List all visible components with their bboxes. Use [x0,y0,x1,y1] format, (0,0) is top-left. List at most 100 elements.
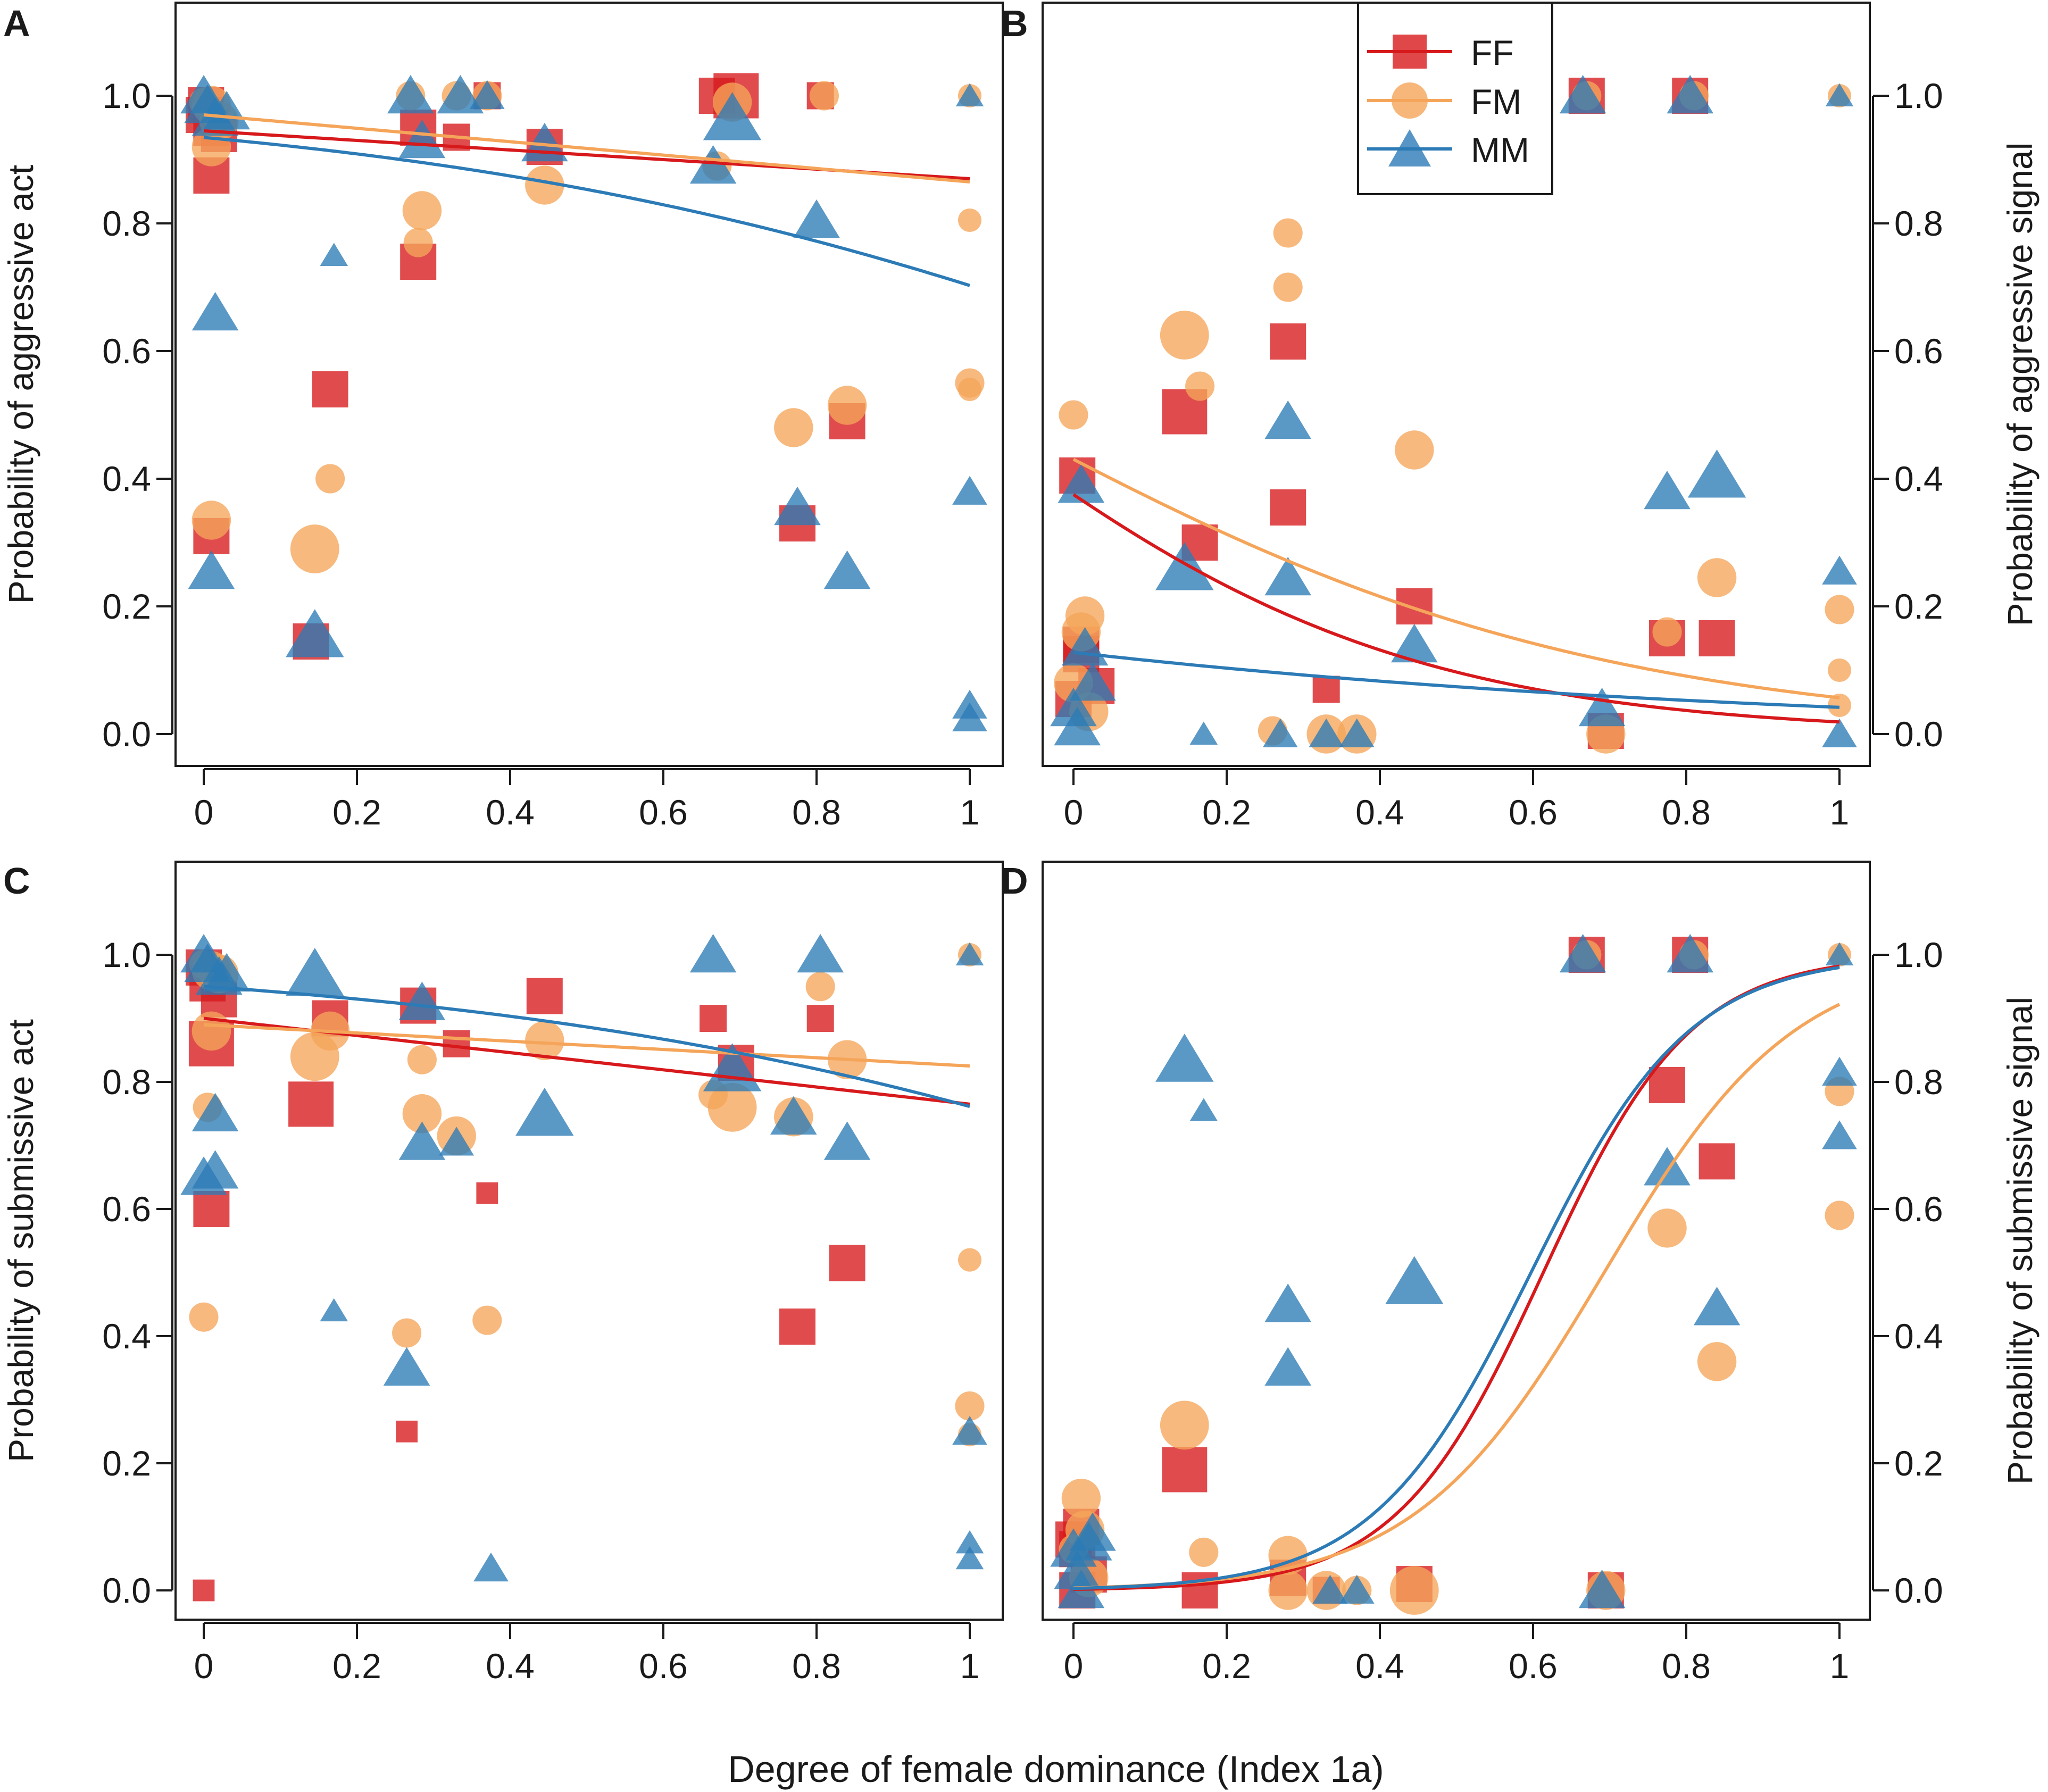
point-ff [1396,588,1433,624]
x-tick-label-d: 0 [1064,1646,1084,1686]
x-axis-title: Degree of female dominance (Index 1a) [728,1748,1384,1790]
point-mm [383,1347,430,1386]
point-mm [823,550,871,589]
point-mm [188,550,235,589]
y-tick-label-d: 0.2 [1894,1444,1943,1483]
point-mm [203,953,250,992]
plot-frame-a [174,2,1004,767]
point-mm [1822,1120,1857,1149]
point-mm [1825,942,1854,965]
point-mm [1687,449,1746,498]
point-fm [1395,430,1434,470]
point-mm [1822,718,1857,747]
point-mm [192,1150,239,1189]
point-mm [955,1546,984,1570]
y-tick-label-b: 1.0 [1894,76,1943,115]
point-mm [437,74,484,114]
point-mm [1825,83,1854,106]
point-ff [443,1030,470,1057]
x-tick-label-d: 0.8 [1662,1646,1711,1686]
x-tick-label-b: 0 [1064,793,1084,832]
point-ff [288,1081,334,1127]
point-mm [1264,400,1311,439]
point-fm [955,1391,985,1421]
x-axis-b: 0 0.2 0.4 0.6 0.8 1 [1064,768,1849,832]
point-mm [955,942,984,965]
point-fm [1827,693,1852,718]
point-mm [192,1093,239,1131]
fit-line-fm [203,1023,970,1068]
legend-label-ff: FF [1471,33,1514,72]
point-ff [1270,323,1306,360]
y-axis-a: 0.0 0.2 0.4 0.6 0.8 1.0 Probability of aggress… [1,76,173,754]
point-mm [1385,1256,1444,1304]
point-ff [829,1245,865,1281]
panel-letter-c: C [3,860,30,902]
fit-curves-b [1072,457,1840,724]
point-fm [1697,558,1737,597]
point-mm [387,74,434,114]
point-mm [1309,718,1344,747]
y-tick-label-d: 0.8 [1894,1062,1943,1102]
y-axis-b: 0.0 0.2 0.4 0.6 0.8 1.0 Probability of aggress… [1872,76,2039,754]
point-mm [286,609,344,657]
y-tick-label-d: 0.6 [1894,1189,1943,1229]
point-fm [189,1302,219,1332]
point-mm [1559,74,1606,114]
legend-marker-fm [1392,82,1428,119]
point-mm [955,83,984,106]
point-fm [958,1248,982,1272]
plot-frame-c [174,861,1004,1621]
point-mm [1339,718,1375,747]
fit-curves-c [203,985,970,1108]
point-fm [525,1021,564,1061]
x-tick-label-b: 0.4 [1355,793,1404,832]
y-tick-label-a: 0.8 [102,204,151,243]
fit-line-fm [1072,457,1840,699]
point-fm [1061,1479,1101,1518]
point-fm [192,127,231,166]
point-mm [823,1121,871,1160]
plot-frame-d [1042,861,1871,1621]
point-fm [958,208,982,232]
y-tick-label-c: 0.0 [102,1571,151,1610]
point-fm [407,1045,437,1074]
point-ff [806,1005,834,1032]
point-ff [193,1579,215,1602]
x-tick-label-d: 0.6 [1509,1646,1558,1686]
point-ff [476,1182,498,1204]
fit-line-mm [203,136,970,287]
x-tick-label-a: 0.4 [486,793,535,832]
panel-d: D 0 0.2 0.4 0.6 0.8 1 0.0 0.2 0.4 0.6 0.8 1.0 Probab… [1001,860,2039,1686]
point-fm [707,1082,757,1132]
point-mm [1054,706,1101,746]
x-tick-label-a: 1 [960,793,980,832]
points-c [180,933,987,1602]
y-tick-label-b: 0.6 [1894,331,1943,371]
point-ff [779,1308,815,1345]
point-fm [1389,1566,1439,1615]
panel-a: A 0 0.2 0.4 0.6 0.8 1 0.0 0.2 0.4 0.6 0.8 1.0 Probab… [1,2,1004,832]
x-axis-c: 0 0.2 0.4 0.6 0.8 1 [194,1622,979,1686]
point-fm [1059,400,1088,430]
point-fm [1160,1401,1209,1450]
x-tick-label-b: 0.2 [1202,793,1251,832]
point-fm [827,386,867,425]
point-mm [1155,542,1214,590]
panel-letter-b: B [1001,3,1028,44]
panel-letter-d: D [1001,860,1028,902]
point-fm [315,464,345,494]
x-tick-label-b: 0.8 [1662,793,1711,832]
point-fm [1652,617,1682,647]
x-tick-label-c: 0.8 [792,1646,841,1686]
y-axis-c: 0.0 0.2 0.4 0.6 0.8 1.0 Probability of submiss… [1,935,173,1610]
x-tick-label-c: 0.4 [486,1646,535,1686]
point-mm [689,933,737,973]
point-ff [1270,489,1306,526]
point-mm [320,243,348,266]
point-mm [1667,74,1713,114]
point-fm [1825,595,1854,624]
point-mm [955,1530,984,1554]
point-fm [392,1318,422,1348]
x-axis-d: 0 0.2 0.4 0.6 0.8 1 [1064,1622,1849,1686]
